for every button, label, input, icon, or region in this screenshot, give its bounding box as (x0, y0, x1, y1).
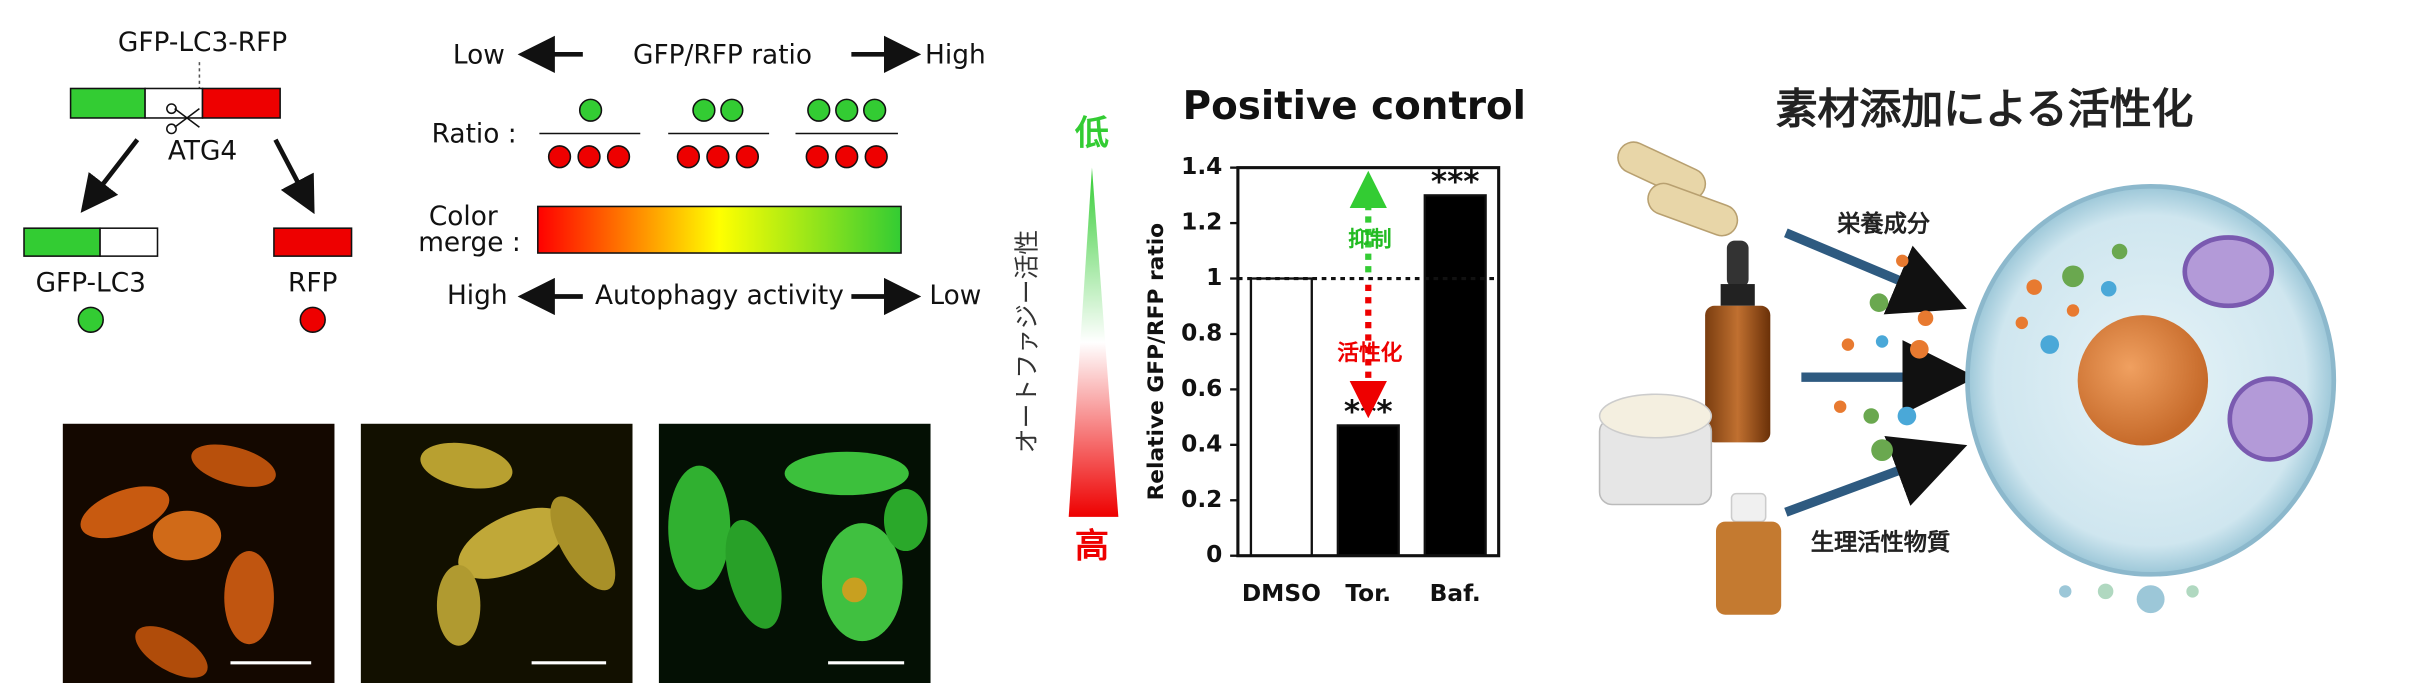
arrow (80, 138, 140, 213)
green-dot (77, 306, 104, 333)
scale-label: オートファジー活性 (1012, 230, 1041, 453)
product-label: RFP (288, 269, 337, 299)
dropper-bottle (1705, 240, 1771, 443)
chart-title: Positive control (1183, 84, 1526, 129)
bar-chart: Positive control Relative GFP/RFP ratio … (1144, 84, 1526, 607)
color-gradient (537, 205, 902, 254)
y-tick-label: 0.4 (1181, 430, 1222, 457)
scale-end-label: High (447, 281, 508, 311)
ratio-panel: Low GFP/RFP ratio High Ratio : Color mer… (418, 35, 986, 316)
rfp-segment (273, 227, 353, 257)
construct-label: GFP-LC3-RFP (118, 28, 287, 58)
bar (1423, 194, 1487, 557)
scale-title: GFP/RFP ratio (633, 40, 812, 70)
micrograph (62, 423, 335, 683)
bubbles (2059, 583, 2199, 614)
scissors (166, 103, 200, 135)
arrow-label: 抑制 (1348, 228, 1391, 253)
illustration: 素材添加による活性化 栄養成分 生理活性物質 (1598, 84, 2337, 615)
row-label: Ratio : (432, 120, 517, 150)
particles (1833, 254, 1934, 462)
y-tick-label: 1 (1206, 264, 1222, 291)
illustration-label: 生理活性物質 (1811, 529, 1951, 556)
x-tick-label: Baf. (1430, 580, 1481, 607)
x-tick-label: Tor. (1345, 580, 1391, 607)
y-tick-label: 0.8 (1181, 319, 1222, 346)
ratio-icons (539, 98, 898, 169)
bar (1249, 277, 1313, 557)
micrograph (360, 423, 633, 683)
enzyme-label: ATG4 (168, 137, 237, 167)
y-tick-label: 1.4 (1181, 153, 1222, 180)
product-label: GFP-LC3 (36, 269, 146, 299)
y-tick-label: 0.6 (1181, 375, 1222, 402)
plot-frame (1236, 166, 1501, 558)
gradient-wedge (1068, 167, 1119, 517)
illustration-label: 栄養成分 (1836, 211, 1931, 238)
red-dot (299, 306, 326, 333)
vertical-scale: 低 高 オートファジー活性 (1012, 114, 1119, 566)
y-tick-label: 0 (1206, 541, 1222, 568)
y-axis-label: Relative GFP/RFP ratio (1144, 223, 1169, 501)
construct-diagram: GFP-LC3-RFP ATG4 GFP-LC3 RFP (23, 28, 353, 333)
scale-title: Autophagy activity (595, 281, 844, 311)
gfp-segment (23, 227, 101, 257)
micrograph (658, 423, 931, 683)
gfp-segment (69, 87, 146, 119)
scale-bottom: 高 (1075, 526, 1109, 566)
arrow (273, 138, 315, 215)
scale-end-label: Low (453, 40, 505, 70)
scale-top: 低 (1075, 114, 1109, 154)
y-tick-label: 0.2 (1181, 486, 1222, 513)
rfp-segment (201, 87, 281, 119)
arrows (1784, 228, 1977, 517)
cell (1965, 183, 2337, 577)
scale-end-label: Low (929, 281, 981, 311)
row-label: merge : (418, 228, 521, 258)
small-bottle (1715, 492, 1782, 615)
y-tick-label: 1.2 (1181, 209, 1222, 236)
cream-jar (1598, 393, 1713, 506)
capsules (1617, 141, 1739, 237)
arrow-label: 活性化 (1337, 340, 1402, 366)
scale-end-label: High (925, 40, 986, 70)
bar (1336, 424, 1400, 557)
illustration-title: 素材添加による活性化 (1776, 84, 2194, 133)
significance-label: *** (1431, 164, 1480, 200)
x-tick-label: DMSO (1242, 580, 1321, 607)
lc3-segment (99, 227, 159, 257)
row-label: Color (429, 202, 498, 232)
